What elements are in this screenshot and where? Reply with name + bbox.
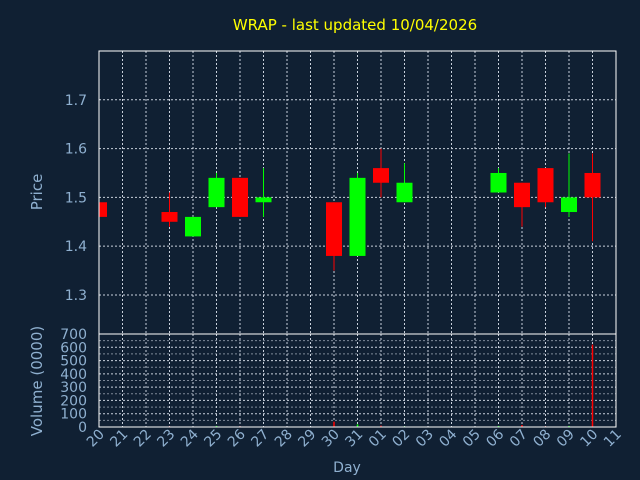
volume-axis-label: Volume (0000) xyxy=(28,326,46,436)
volume-y-tick-label: 700 xyxy=(60,327,87,343)
volume-bar xyxy=(333,421,335,427)
candle-body xyxy=(584,172,601,198)
volume-y-tick-label: 200 xyxy=(60,393,87,409)
candlestick-series xyxy=(98,148,601,271)
candle-body xyxy=(161,212,178,222)
price-y-tick-label: 1.4 xyxy=(65,239,87,255)
volume-y-tick-label: 100 xyxy=(60,407,87,423)
volume-bar xyxy=(591,344,594,427)
price-y-tick-label: 1.5 xyxy=(65,190,87,206)
volume-bar xyxy=(497,425,500,427)
candle-body xyxy=(185,216,201,237)
volume-bar xyxy=(380,425,382,427)
volume-y-tick-label: 0 xyxy=(78,420,87,436)
candle-body xyxy=(490,172,507,193)
volume-y-tick-label: 500 xyxy=(60,354,87,370)
price-y-tick-label: 1.6 xyxy=(65,142,87,158)
volume-bar xyxy=(356,424,359,427)
candle-body xyxy=(255,197,272,203)
candle-body xyxy=(561,197,577,213)
volume-y-tick-label: 300 xyxy=(60,380,87,396)
volume-bar xyxy=(215,425,218,427)
volume-y-tick-label: 600 xyxy=(60,340,87,356)
candle-body xyxy=(326,202,342,256)
x-axis-label: Day xyxy=(333,460,361,476)
candle-body xyxy=(349,177,366,256)
price-y-tick-label: 1.7 xyxy=(65,93,87,109)
chart-title: WRAP - last updated 10/04/2026 xyxy=(233,16,477,34)
price-y-tick-labels: 1.3 1.4 1.5 1.6 1.7 xyxy=(65,93,87,304)
candle-body xyxy=(514,182,530,208)
candle-body xyxy=(396,182,413,203)
candle-body xyxy=(537,168,554,203)
candle-body xyxy=(373,168,389,183)
candle-body xyxy=(99,202,107,217)
volume-bar xyxy=(521,425,523,427)
price-y-tick-label: 1.3 xyxy=(65,288,87,304)
volume-bar xyxy=(568,425,570,427)
price-axis-label: Price xyxy=(28,174,46,211)
candle-body xyxy=(208,177,225,208)
candle-body xyxy=(232,177,248,217)
x-tick-labels: 20 21 22 23 24 25 26 27 28 29 30 31 01 02 03 04 05 06 07 08… xyxy=(84,426,625,450)
volume-panel-frame xyxy=(98,333,617,428)
volume-y-tick-label: 400 xyxy=(60,367,87,383)
